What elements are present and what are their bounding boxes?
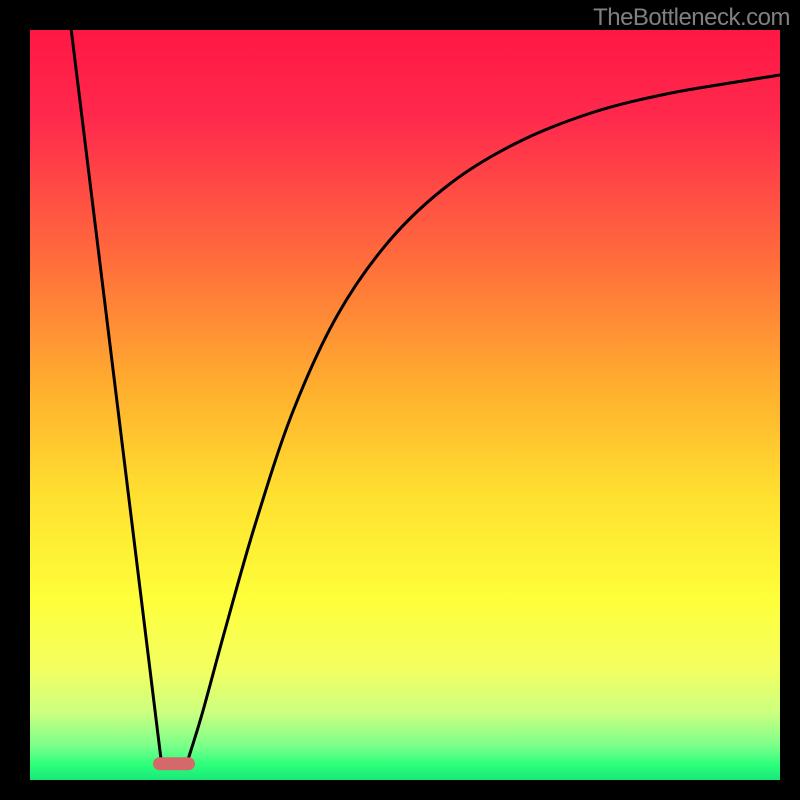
watermark-text: TheBottleneck.com (593, 4, 790, 32)
chart-plot-area (30, 30, 780, 780)
chart-curve (30, 30, 780, 780)
valley-marker (153, 757, 195, 771)
